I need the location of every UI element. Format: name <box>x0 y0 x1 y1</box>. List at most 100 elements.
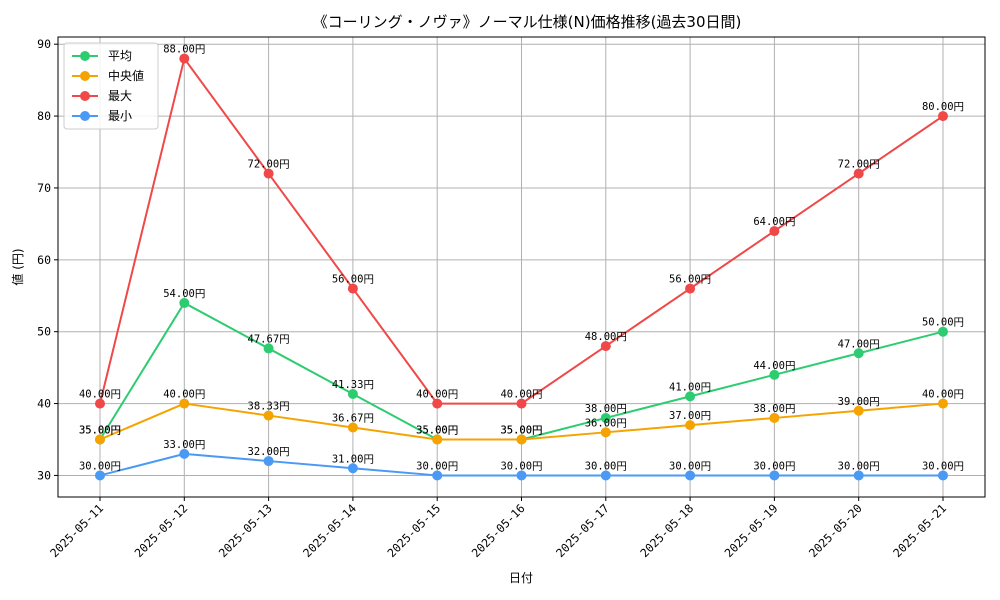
data-label: 38.00円 <box>753 403 795 415</box>
x-tick-label: 2025-05-15 <box>384 501 443 560</box>
data-label: 30.00円 <box>500 460 542 472</box>
data-point <box>179 448 190 459</box>
x-tick-label: 2025-05-14 <box>300 501 359 560</box>
data-point <box>769 470 780 481</box>
series-lines <box>95 53 948 481</box>
y-tick-label: 60 <box>37 253 51 267</box>
data-label: 33.00円 <box>163 439 205 451</box>
data-point <box>347 463 358 474</box>
x-axis-label: 日付 <box>509 571 533 585</box>
data-label: 72.00円 <box>248 159 290 171</box>
data-label: 47.67円 <box>248 333 290 345</box>
x-tick-label: 2025-05-11 <box>47 501 106 560</box>
data-label: 32.00円 <box>248 446 290 458</box>
data-point <box>347 389 358 400</box>
y-tick-label: 70 <box>37 181 51 195</box>
data-label: 50.00円 <box>922 317 964 329</box>
legend-label: 最大 <box>108 89 132 103</box>
data-point <box>95 398 105 409</box>
data-point <box>938 111 948 122</box>
data-label: 40.00円 <box>163 389 205 401</box>
data-point <box>347 283 358 294</box>
data-point <box>179 297 190 308</box>
data-label: 80.00円 <box>922 101 964 113</box>
data-label: 56.00円 <box>332 274 374 286</box>
y-axis-label: 値 (円) <box>10 248 25 285</box>
data-label: 30.00円 <box>585 460 627 472</box>
y-tick-label: 40 <box>37 397 51 411</box>
data-label: 35.00円 <box>500 425 542 437</box>
data-label: 41.00円 <box>669 381 711 393</box>
data-point <box>179 53 190 64</box>
data-label: 72.00円 <box>838 159 880 171</box>
data-point <box>95 470 105 481</box>
chart-title: 《コーリング・ノヴァ》ノーマル仕様(N)価格推移(過去30日間) <box>313 13 742 31</box>
data-point <box>938 326 948 337</box>
data-point <box>938 398 948 409</box>
data-point <box>769 226 780 237</box>
data-point <box>685 283 696 294</box>
y-axis-ticks: 30 40 50 60 70 80 90 <box>37 37 58 482</box>
y-tick-label: 50 <box>37 325 51 339</box>
data-point <box>685 391 696 402</box>
x-tick-label: 2025-05-18 <box>637 501 696 560</box>
legend-marker <box>80 111 90 121</box>
data-label: 35.00円 <box>79 425 121 437</box>
data-labels: 35.00円 54.00円 47.67円 41.33円 35.00円 35.00円 38.0… <box>79 44 964 473</box>
data-label: 30.00円 <box>669 460 711 472</box>
data-point <box>95 434 105 445</box>
legend-label: 最小 <box>108 109 132 123</box>
data-label: 35.00円 <box>416 425 458 437</box>
data-point <box>853 470 864 481</box>
x-axis-ticks: 2025-05-11 2025-05-12 2025-05-13 2025-05-14… <box>47 497 949 560</box>
legend-marker <box>80 51 90 61</box>
data-label: 30.00円 <box>79 460 121 472</box>
data-label: 30.00円 <box>922 460 964 472</box>
data-point <box>685 420 696 431</box>
data-label: 36.67円 <box>332 412 374 424</box>
data-point <box>600 427 611 438</box>
legend-label: 中央値 <box>108 68 144 83</box>
data-label: 40.00円 <box>500 389 542 401</box>
data-point <box>769 412 780 423</box>
x-tick-label: 2025-05-12 <box>132 501 191 560</box>
data-label: 88.00円 <box>163 44 205 56</box>
data-label: 36.00円 <box>585 417 627 429</box>
data-label: 35.00円 <box>500 425 542 437</box>
data-point <box>600 412 611 423</box>
y-tick-label: 80 <box>37 109 51 123</box>
data-point <box>938 470 948 481</box>
data-point <box>853 168 864 179</box>
x-tick-label: 2025-05-20 <box>806 501 865 560</box>
data-label: 31.00円 <box>332 453 374 465</box>
data-label: 40.00円 <box>416 389 458 401</box>
legend-label: 平均 <box>108 49 132 63</box>
legend-box <box>63 42 159 130</box>
data-point <box>432 434 443 445</box>
data-point <box>263 410 274 421</box>
data-label: 38.00円 <box>585 403 627 415</box>
data-label: 30.00円 <box>416 460 458 472</box>
data-label: 48.00円 <box>585 331 627 343</box>
data-point <box>685 470 696 481</box>
data-point <box>263 168 274 179</box>
data-point <box>432 398 443 409</box>
data-point <box>516 470 527 481</box>
data-label: 40.00円 <box>79 389 121 401</box>
data-label: 35.00円 <box>416 425 458 437</box>
x-tick-label: 2025-05-16 <box>469 501 528 560</box>
data-label: 40.00円 <box>922 389 964 401</box>
data-label: 56.00円 <box>669 274 711 286</box>
legend-marker <box>80 91 90 101</box>
data-point <box>853 348 864 359</box>
data-point <box>853 405 864 416</box>
data-point <box>432 470 443 481</box>
data-point <box>600 470 611 481</box>
data-point <box>263 343 274 354</box>
data-label: 30.00円 <box>838 460 880 472</box>
y-tick-label: 30 <box>37 468 51 482</box>
data-point <box>263 456 274 467</box>
data-label: 47.00円 <box>838 338 880 350</box>
